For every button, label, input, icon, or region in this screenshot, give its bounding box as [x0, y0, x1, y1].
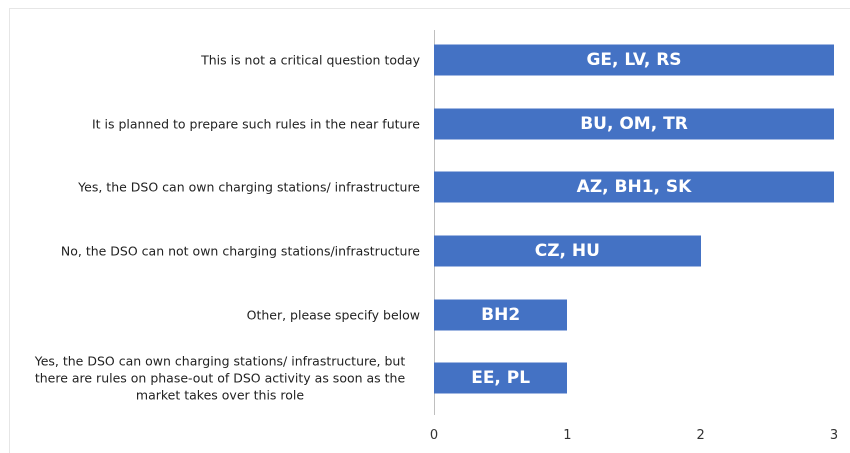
bar	[434, 171, 834, 203]
bar-label: AZ, BH1, SK	[576, 177, 692, 198]
x-tick-label: 2	[696, 428, 705, 443]
bar	[434, 299, 568, 330]
bar-label: CZ, HU	[534, 240, 600, 261]
y-tick-label: Other, please specify below	[0, 306, 420, 323]
bar	[434, 362, 568, 394]
bar-label: GE, LV, RS	[586, 49, 682, 70]
y-tick-label: This is not a critical question today	[0, 51, 420, 68]
y-tick-text: Yes, the DSO can own charging stations/ …	[34, 353, 406, 403]
y-tick-text: This is not a critical question today	[201, 52, 420, 68]
y-tick-label: Yes, the DSO can own charging stations/ …	[0, 353, 420, 404]
y-tick-label: It is planned to prepare such rules in t…	[0, 115, 420, 132]
bar	[434, 44, 834, 76]
bar	[434, 235, 701, 267]
bar	[434, 108, 834, 139]
y-tick-text: Other, please specify below	[246, 307, 420, 322]
bar-label: BH2	[481, 304, 521, 325]
axis-line	[434, 30, 435, 415]
bar-label: EE, PL	[471, 368, 531, 389]
bar-label: BU, OM, TR	[580, 113, 688, 134]
y-tick-label: No, the DSO can not own charging station…	[0, 242, 420, 259]
y-tick-text: Yes, the DSO can own charging stations/ …	[78, 179, 420, 195]
frame	[9, 8, 850, 453]
x-tick-label: 1	[563, 428, 572, 443]
x-tick-label: 3	[829, 428, 839, 443]
y-tick-label: Yes, the DSO can own charging stations/ …	[0, 179, 420, 196]
y-tick-text: No, the DSO can not own charging station…	[60, 243, 420, 259]
x-tick-label: 0	[429, 428, 439, 443]
y-tick-text: It is planned to prepare such rules in t…	[91, 116, 420, 131]
